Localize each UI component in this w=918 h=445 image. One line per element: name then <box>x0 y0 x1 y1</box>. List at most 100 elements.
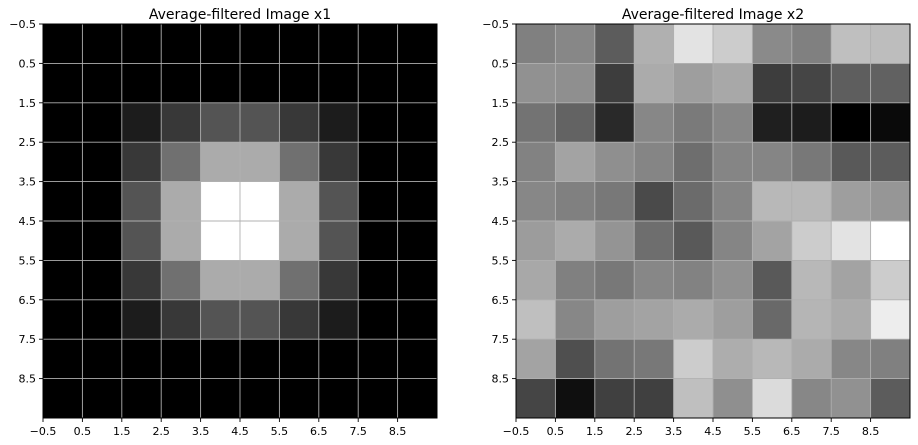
y-tick-label-right-9: 8.5 <box>492 373 510 386</box>
heatmap-cell-left-r7-c6 <box>279 299 320 340</box>
heatmap-cell-right-r7-c1 <box>555 299 596 340</box>
heatmap-cell-right-r6-c0 <box>516 260 556 301</box>
heatmap-cell-left-r1-c4 <box>200 63 241 104</box>
heatmap-cell-right-r2-c7 <box>791 102 832 143</box>
heatmap-cell-left-r2-c5 <box>240 102 280 143</box>
heatmap-cell-left-r9-c9 <box>397 378 438 419</box>
heatmap-cell-right-r6-c1 <box>555 260 596 301</box>
heatmap-cell-left-r4-c6 <box>279 181 320 222</box>
heatmap-cell-right-r0-c4 <box>673 24 714 64</box>
heatmap-cell-left-r7-c7 <box>318 299 359 340</box>
heatmap-cell-right-r7-c2 <box>594 299 635 340</box>
heatmap-cell-right-r4-c0 <box>516 181 556 222</box>
heatmap-cell-right-r5-c7 <box>791 221 832 261</box>
heatmap-cell-right-r9-c7 <box>791 378 832 419</box>
heatmap-cell-left-r4-c8 <box>358 181 398 222</box>
heatmap-cell-right-r3-c4 <box>673 142 714 182</box>
heatmap-cell-right-r6-c5 <box>713 260 753 301</box>
x-tick-label-left-9: 8.5 <box>389 425 407 438</box>
y-tick-label-left-5: 4.5 <box>19 215 37 228</box>
heatmap-cell-right-r5-c3 <box>634 221 674 261</box>
heatmap-cell-left-r0-c2 <box>121 24 162 64</box>
heatmap-cell-right-r8-c1 <box>555 339 596 379</box>
heatmap-cell-left-r9-c7 <box>318 378 359 419</box>
x-tick-label-right-9: 8.5 <box>862 425 880 438</box>
heatmap-cell-right-r2-c3 <box>634 102 674 143</box>
heatmap-cell-right-r9-c6 <box>752 378 793 419</box>
heatmap-cell-left-r6-c4 <box>200 260 241 301</box>
heatmap-cell-right-r3-c1 <box>555 142 596 182</box>
heatmap-cell-right-r1-c5 <box>713 63 753 104</box>
heatmap-cell-right-r7-c0 <box>516 299 556 340</box>
heatmap-cell-right-r6-c2 <box>594 260 635 301</box>
heatmap-cell-right-r6-c3 <box>634 260 674 301</box>
heatmap-cell-left-r2-c6 <box>279 102 320 143</box>
heatmap-cell-right-r2-c8 <box>831 102 871 143</box>
y-tick-label-left-1: 0.5 <box>19 57 37 70</box>
heatmap-cell-left-r9-c6 <box>279 378 320 419</box>
heatmap-cell-left-r3-c3 <box>161 142 201 182</box>
heatmap-cell-right-r9-c5 <box>713 378 753 419</box>
heatmap-cell-left-r8-c4 <box>200 339 241 379</box>
heatmap-cell-left-r3-c1 <box>82 142 123 182</box>
y-tick-label-right-4: 3.5 <box>492 176 510 189</box>
heatmap-cell-right-r1-c2 <box>594 63 635 104</box>
heatmap-cell-right-r3-c7 <box>791 142 832 182</box>
heatmap-cell-right-r9-c2 <box>594 378 635 419</box>
y-tick-label-right-2: 1.5 <box>492 97 510 110</box>
heatmap-cell-left-r7-c5 <box>240 299 280 340</box>
heatmap-cell-left-r3-c0 <box>43 142 83 182</box>
heatmap-cell-left-r0-c9 <box>397 24 438 64</box>
heatmap-cell-right-r9-c9 <box>870 378 911 419</box>
heatmap-cell-right-r3-c3 <box>634 142 674 182</box>
heatmap-cell-right-r1-c8 <box>831 63 871 104</box>
heatmap-cells-right <box>516 24 911 419</box>
x-tick-label-right-3: 2.5 <box>625 425 643 438</box>
heatmap-cell-left-r2-c7 <box>318 102 359 143</box>
heatmap-cell-right-r4-c7 <box>791 181 832 222</box>
y-tick-label-right-7: 6.5 <box>492 294 510 307</box>
heatmap-cell-left-r2-c0 <box>43 102 83 143</box>
heatmap-cell-right-r9-c0 <box>516 378 556 419</box>
heatmap-cell-right-r8-c5 <box>713 339 753 379</box>
x-tick-label-right-1: 0.5 <box>547 425 565 438</box>
heatmap-cell-left-r6-c6 <box>279 260 320 301</box>
x-tick-label-left-8: 7.5 <box>349 425 367 438</box>
heatmap-cell-left-r9-c0 <box>43 378 83 419</box>
y-tick-label-left-4: 3.5 <box>19 176 37 189</box>
heatmap-cell-left-r3-c9 <box>397 142 438 182</box>
x-tick-label-right-2: 1.5 <box>586 425 604 438</box>
x-tick-label-right-0: −0.5 <box>503 425 530 438</box>
heatmap-cell-left-r3-c7 <box>318 142 359 182</box>
heatmap-cell-left-r6-c0 <box>43 260 83 301</box>
heatmap-cell-left-r6-c3 <box>161 260 201 301</box>
heatmap-cell-right-r5-c8 <box>831 221 871 261</box>
y-tick-label-right-1: 0.5 <box>492 57 510 70</box>
heatmap-cell-right-r4-c6 <box>752 181 793 222</box>
heatmap-cell-left-r1-c5 <box>240 63 280 104</box>
heatmap-cell-left-r6-c9 <box>397 260 438 301</box>
x-ticks-right: −0.5 0.5 1.5 2.5 3.5 4.5 5.5 6.5 7.5 8.5 <box>503 418 880 438</box>
heatmap-cell-right-r4-c2 <box>594 181 635 222</box>
heatmap-cell-left-r4-c2 <box>121 181 162 222</box>
heatmap-cell-left-r9-c5 <box>240 378 280 419</box>
heatmap-cell-right-r2-c5 <box>713 102 753 143</box>
heatmap-cell-left-r9-c8 <box>358 378 398 419</box>
heatmap-cell-left-r1-c0 <box>43 63 83 104</box>
heatmap-cell-left-r0-c6 <box>279 24 320 64</box>
heatmap-cell-right-r9-c8 <box>831 378 871 419</box>
heatmap-cell-left-r7-c3 <box>161 299 201 340</box>
heatmap-cell-left-r7-c1 <box>82 299 123 340</box>
heatmap-cell-right-r7-c7 <box>791 299 832 340</box>
heatmap-cell-left-r0-c1 <box>82 24 123 64</box>
heatmap-cell-right-r7-c3 <box>634 299 674 340</box>
heatmap-cell-right-r6-c8 <box>831 260 871 301</box>
heatmap-cell-left-r1-c7 <box>318 63 359 104</box>
heatmap-cell-left-r5-c7 <box>318 221 359 261</box>
heatmap-cell-left-r6-c7 <box>318 260 359 301</box>
heatmap-cell-right-r5-c1 <box>555 221 596 261</box>
x-tick-label-left-1: 0.5 <box>74 425 92 438</box>
heatmap-cell-left-r1-c8 <box>358 63 398 104</box>
heatmap-cell-right-r4-c3 <box>634 181 674 222</box>
heatmap-cell-left-r3-c2 <box>121 142 162 182</box>
